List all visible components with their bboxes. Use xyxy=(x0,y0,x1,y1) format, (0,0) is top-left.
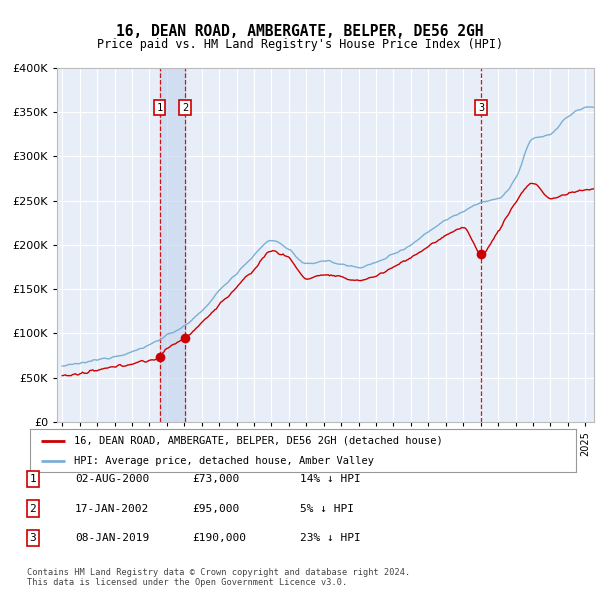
Text: 17-JAN-2002: 17-JAN-2002 xyxy=(75,504,149,513)
Text: 3: 3 xyxy=(29,533,37,543)
Text: 5% ↓ HPI: 5% ↓ HPI xyxy=(300,504,354,513)
Text: Contains HM Land Registry data © Crown copyright and database right 2024.
This d: Contains HM Land Registry data © Crown c… xyxy=(27,568,410,587)
Bar xyxy=(160,68,185,422)
Text: 3: 3 xyxy=(478,103,484,113)
Text: 08-JAN-2019: 08-JAN-2019 xyxy=(75,533,149,543)
Text: 14% ↓ HPI: 14% ↓ HPI xyxy=(300,474,361,484)
Text: £73,000: £73,000 xyxy=(192,474,239,484)
Text: £95,000: £95,000 xyxy=(192,504,239,513)
Text: £190,000: £190,000 xyxy=(192,533,246,543)
Text: 2: 2 xyxy=(29,504,37,513)
Text: 02-AUG-2000: 02-AUG-2000 xyxy=(75,474,149,484)
Text: 16, DEAN ROAD, AMBERGATE, BELPER, DE56 2GH (detached house): 16, DEAN ROAD, AMBERGATE, BELPER, DE56 2… xyxy=(74,436,442,446)
Text: 2: 2 xyxy=(182,103,188,113)
Text: 1: 1 xyxy=(29,474,37,484)
Text: HPI: Average price, detached house, Amber Valley: HPI: Average price, detached house, Ambe… xyxy=(74,456,374,466)
Text: Price paid vs. HM Land Registry's House Price Index (HPI): Price paid vs. HM Land Registry's House … xyxy=(97,38,503,51)
Text: 16, DEAN ROAD, AMBERGATE, BELPER, DE56 2GH: 16, DEAN ROAD, AMBERGATE, BELPER, DE56 2… xyxy=(116,24,484,38)
Text: 1: 1 xyxy=(157,103,163,113)
Text: 23% ↓ HPI: 23% ↓ HPI xyxy=(300,533,361,543)
